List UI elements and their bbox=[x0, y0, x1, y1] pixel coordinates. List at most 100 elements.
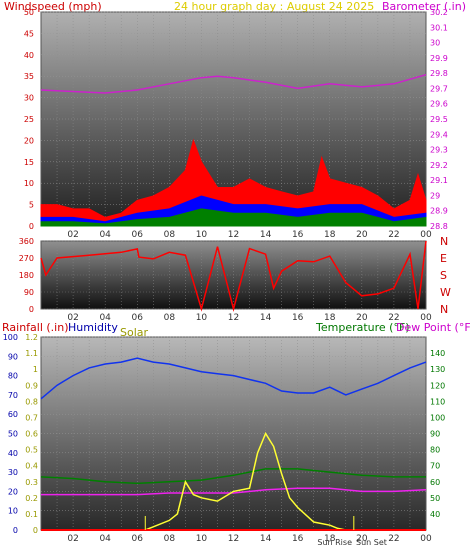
humidity-tick-label: 0 bbox=[13, 526, 18, 535]
dewpoint-series bbox=[41, 487, 427, 496]
wind-direction-series bbox=[40, 240, 427, 312]
x-tick-label: 20 bbox=[356, 230, 368, 240]
x-tick-label: 02 bbox=[67, 230, 78, 240]
temperature-tick-label: 80 bbox=[430, 446, 440, 455]
sunrise-marker: Sun Rise bbox=[317, 538, 352, 547]
barometer-tick-label: 29.3 bbox=[430, 146, 448, 155]
barometer-tick-label: 30 bbox=[430, 39, 440, 48]
compass-tick-label: N bbox=[440, 303, 448, 316]
compass-tick-label: E bbox=[440, 252, 447, 265]
direction-tick-label: 90 bbox=[24, 288, 34, 297]
rainfall-tick-label: 0.7 bbox=[25, 413, 38, 422]
temperature-tick-label: 130 bbox=[430, 365, 445, 374]
humidity-series bbox=[40, 357, 427, 400]
humidity-tick-label: 20 bbox=[8, 487, 18, 496]
rainfall-tick-label: 0.2 bbox=[25, 494, 38, 503]
barometer-tick-label: 29 bbox=[430, 191, 440, 200]
humidity-tick-label: 100 bbox=[3, 333, 18, 342]
x-tick-label: 16 bbox=[292, 230, 304, 240]
x-tick-label: 18 bbox=[324, 534, 336, 544]
temperature-tick-label: 90 bbox=[430, 430, 440, 439]
x-tick-label: 14 bbox=[260, 534, 272, 544]
x-tick-label: 08 bbox=[164, 313, 176, 323]
humidity-tick-label: 70 bbox=[8, 391, 18, 400]
windspeed-tick-label: 40 bbox=[24, 51, 34, 60]
windspeed-tick-label: 50 bbox=[24, 8, 34, 17]
compass-tick-label: W bbox=[440, 286, 451, 299]
x-tick-label: 14 bbox=[260, 230, 272, 240]
x-tick-label: 12 bbox=[228, 313, 239, 323]
barometer-axis-title: Barometer (.in) bbox=[382, 0, 466, 13]
x-tick-label: 22 bbox=[388, 230, 399, 240]
x-tick-label: 20 bbox=[356, 534, 368, 544]
barometer-tick-label: 29.4 bbox=[430, 130, 448, 139]
x-tick-label: 06 bbox=[132, 534, 144, 544]
compass-tick-label: N bbox=[440, 235, 448, 248]
rainfall-tick-label: 0.3 bbox=[25, 478, 38, 487]
rainfall-tick-label: 0.5 bbox=[25, 446, 38, 455]
x-tick-label: 10 bbox=[196, 534, 208, 544]
x-tick-label: 00 bbox=[420, 313, 432, 323]
rainfall-tick-label: 0 bbox=[33, 526, 38, 535]
direction-tick-label: 180 bbox=[19, 271, 34, 280]
dewpoint-axis-title: Dew Point (°F) bbox=[396, 321, 470, 334]
windspeed-tick-label: 20 bbox=[24, 136, 34, 145]
rainfall-tick-label: 0.6 bbox=[25, 430, 38, 439]
humidity-tick-label: 40 bbox=[8, 449, 18, 458]
humidity-tick-label: 80 bbox=[8, 372, 18, 381]
barometer-tick-label: 29.6 bbox=[430, 100, 448, 109]
humidity-tick-label: 60 bbox=[8, 410, 18, 419]
direction-tick-label: 360 bbox=[19, 237, 34, 246]
windspeed-tick-label: 25 bbox=[24, 115, 34, 124]
humidity-tick-label: 30 bbox=[8, 468, 18, 477]
humidity-axis-title: Humidity bbox=[68, 321, 118, 334]
temperature-axis-title: Temperature (°F) bbox=[315, 321, 410, 334]
barometer-tick-label: 28.9 bbox=[430, 207, 448, 216]
barometer-tick-label: 29.5 bbox=[430, 115, 448, 124]
windspeed-tick-label: 5 bbox=[29, 201, 34, 210]
temperature-series bbox=[40, 468, 426, 485]
barometer-tick-label: 29.7 bbox=[430, 84, 448, 93]
rainfall-axis-title: Rainfall (.in) bbox=[2, 321, 69, 334]
x-tick-label: 02 bbox=[67, 534, 78, 544]
x-tick-label: 18 bbox=[324, 313, 336, 323]
x-tick-label: 22 bbox=[388, 534, 399, 544]
solar-axis-title: Solar bbox=[120, 326, 149, 339]
compass-tick-label: S bbox=[440, 269, 447, 282]
x-tick-label: 10 bbox=[196, 313, 208, 323]
x-tick-label: 02 bbox=[67, 313, 78, 323]
x-tick-label: 10 bbox=[196, 230, 208, 240]
barometer-tick-label: 29.8 bbox=[430, 69, 448, 78]
direction-tick-label: 0 bbox=[29, 305, 34, 314]
humidity-tick-label: 50 bbox=[8, 430, 18, 439]
temperature-tick-label: 70 bbox=[430, 462, 440, 471]
temperature-tick-label: 110 bbox=[430, 397, 445, 406]
windspeed-axis-title: Windspeed (mph) bbox=[4, 0, 102, 13]
temperature-tick-label: 40 bbox=[430, 510, 440, 519]
x-tick-label: 20 bbox=[356, 313, 368, 323]
temperature-tick-label: 50 bbox=[430, 494, 440, 503]
x-tick-label: 08 bbox=[164, 534, 176, 544]
windspeed-tick-label: 0 bbox=[29, 222, 34, 231]
barometer-tick-label: 30.2 bbox=[430, 8, 448, 17]
temperature-tick-label: 120 bbox=[430, 381, 445, 390]
barometer-tick-label: 28.8 bbox=[430, 222, 448, 231]
rainfall-tick-label: 1 bbox=[33, 365, 38, 374]
temperature-tick-label: 60 bbox=[430, 478, 440, 487]
humidity-tick-label: 10 bbox=[8, 507, 18, 516]
rainfall-tick-label: 0.8 bbox=[25, 397, 38, 406]
x-tick-label: 04 bbox=[99, 534, 111, 544]
x-tick-label: 12 bbox=[228, 230, 239, 240]
windspeed-tick-label: 35 bbox=[24, 72, 34, 81]
wind-low-series bbox=[40, 208, 427, 227]
windspeed-tick-label: 10 bbox=[24, 179, 34, 188]
x-tick-label: 18 bbox=[324, 230, 336, 240]
x-tick-label: 04 bbox=[99, 313, 111, 323]
rainfall-tick-label: 1.2 bbox=[25, 333, 38, 342]
x-tick-label: 00 bbox=[420, 230, 432, 240]
graph-date-title: 24 hour graph day : August 24 2025 bbox=[174, 0, 374, 13]
solar-series bbox=[41, 431, 426, 531]
windspeed-tick-label: 30 bbox=[24, 94, 34, 103]
windspeed-tick-label: 45 bbox=[24, 29, 34, 38]
